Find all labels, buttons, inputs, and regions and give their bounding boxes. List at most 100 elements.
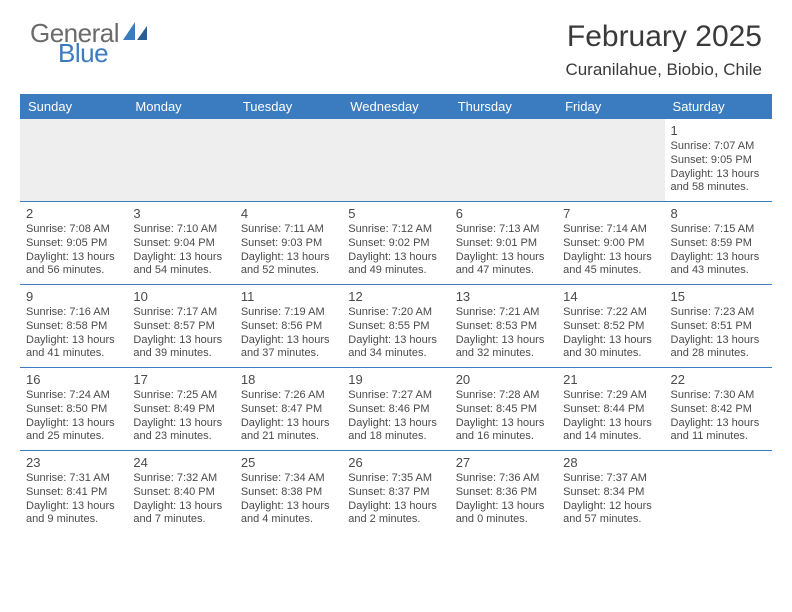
sunset-text: Sunset: 8:42 PM (671, 403, 766, 417)
daylight-text: and 34 minutes. (348, 347, 443, 361)
sunrise-text: Sunrise: 7:31 AM (26, 472, 121, 486)
sunset-text: Sunset: 8:37 PM (348, 486, 443, 500)
day-number: 28 (563, 455, 658, 470)
sunrise-text: Sunrise: 7:37 AM (563, 472, 658, 486)
daylight-text: Daylight: 13 hours (563, 334, 658, 348)
daylight-text: Daylight: 13 hours (241, 334, 336, 348)
daylight-text: and 43 minutes. (671, 264, 766, 278)
day-number: 6 (456, 206, 551, 221)
calendar-cell: 1Sunrise: 7:07 AMSunset: 9:05 PMDaylight… (665, 119, 772, 202)
daylight-text: Daylight: 13 hours (563, 251, 658, 265)
week-row: 23Sunrise: 7:31 AMSunset: 8:41 PMDayligh… (20, 451, 772, 534)
calendar-cell: 25Sunrise: 7:34 AMSunset: 8:38 PMDayligh… (235, 451, 342, 534)
day-header: Sunday (20, 94, 127, 119)
sunset-text: Sunset: 8:50 PM (26, 403, 121, 417)
daylight-text: and 14 minutes. (563, 430, 658, 444)
sunset-text: Sunset: 8:47 PM (241, 403, 336, 417)
daylight-text: and 37 minutes. (241, 347, 336, 361)
sunrise-text: Sunrise: 7:11 AM (241, 223, 336, 237)
daylight-text: and 18 minutes. (348, 430, 443, 444)
calendar-cell: 23Sunrise: 7:31 AMSunset: 8:41 PMDayligh… (20, 451, 127, 534)
daylight-text: Daylight: 13 hours (671, 168, 766, 182)
daylight-text: and 30 minutes. (563, 347, 658, 361)
calendar-cell (20, 119, 127, 202)
sunset-text: Sunset: 9:03 PM (241, 237, 336, 251)
sunrise-text: Sunrise: 7:20 AM (348, 306, 443, 320)
daylight-text: Daylight: 13 hours (241, 251, 336, 265)
sunrise-text: Sunrise: 7:16 AM (26, 306, 121, 320)
day-number: 1 (671, 123, 766, 138)
sunrise-text: Sunrise: 7:29 AM (563, 389, 658, 403)
sunrise-text: Sunrise: 7:07 AM (671, 140, 766, 154)
calendar-cell: 15Sunrise: 7:23 AMSunset: 8:51 PMDayligh… (665, 285, 772, 368)
calendar-cell: 27Sunrise: 7:36 AMSunset: 8:36 PMDayligh… (450, 451, 557, 534)
day-number: 18 (241, 372, 336, 387)
day-number: 5 (348, 206, 443, 221)
day-number: 16 (26, 372, 121, 387)
day-header: Saturday (665, 94, 772, 119)
sunset-text: Sunset: 8:52 PM (563, 320, 658, 334)
day-number: 27 (456, 455, 551, 470)
daylight-text: Daylight: 13 hours (456, 417, 551, 431)
week-row: 1Sunrise: 7:07 AMSunset: 9:05 PMDaylight… (20, 119, 772, 202)
header: General Blue February 2025 Curanilahue, … (0, 0, 792, 86)
sunset-text: Sunset: 8:55 PM (348, 320, 443, 334)
sunset-text: Sunset: 9:02 PM (348, 237, 443, 251)
daylight-text: Daylight: 13 hours (26, 251, 121, 265)
day-header: Friday (557, 94, 664, 119)
daylight-text: Daylight: 13 hours (133, 251, 228, 265)
calendar-cell (235, 119, 342, 202)
daylight-text: Daylight: 13 hours (671, 334, 766, 348)
sunrise-text: Sunrise: 7:26 AM (241, 389, 336, 403)
calendar-cell: 9Sunrise: 7:16 AMSunset: 8:58 PMDaylight… (20, 285, 127, 368)
daylight-text: and 45 minutes. (563, 264, 658, 278)
daylight-text: and 16 minutes. (456, 430, 551, 444)
daylight-text: and 0 minutes. (456, 513, 551, 527)
day-number: 7 (563, 206, 658, 221)
location: Curanilahue, Biobio, Chile (565, 60, 762, 80)
daylight-text: and 49 minutes. (348, 264, 443, 278)
daylight-text: Daylight: 13 hours (348, 251, 443, 265)
calendar-cell: 13Sunrise: 7:21 AMSunset: 8:53 PMDayligh… (450, 285, 557, 368)
sunset-text: Sunset: 8:53 PM (456, 320, 551, 334)
sunset-text: Sunset: 8:57 PM (133, 320, 228, 334)
calendar-cell: 10Sunrise: 7:17 AMSunset: 8:57 PMDayligh… (127, 285, 234, 368)
day-header: Monday (127, 94, 234, 119)
sunrise-text: Sunrise: 7:23 AM (671, 306, 766, 320)
sunset-text: Sunset: 8:45 PM (456, 403, 551, 417)
sunset-text: Sunset: 9:01 PM (456, 237, 551, 251)
day-number: 8 (671, 206, 766, 221)
sunrise-text: Sunrise: 7:13 AM (456, 223, 551, 237)
sunset-text: Sunset: 8:59 PM (671, 237, 766, 251)
calendar-cell: 28Sunrise: 7:37 AMSunset: 8:34 PMDayligh… (557, 451, 664, 534)
daylight-text: Daylight: 13 hours (671, 251, 766, 265)
sunset-text: Sunset: 8:51 PM (671, 320, 766, 334)
calendar-cell: 18Sunrise: 7:26 AMSunset: 8:47 PMDayligh… (235, 368, 342, 451)
sunrise-text: Sunrise: 7:17 AM (133, 306, 228, 320)
calendar-cell: 7Sunrise: 7:14 AMSunset: 9:00 PMDaylight… (557, 202, 664, 285)
calendar-cell: 22Sunrise: 7:30 AMSunset: 8:42 PMDayligh… (665, 368, 772, 451)
daylight-text: and 56 minutes. (26, 264, 121, 278)
sunset-text: Sunset: 8:44 PM (563, 403, 658, 417)
daylight-text: and 9 minutes. (26, 513, 121, 527)
daylight-text: and 41 minutes. (26, 347, 121, 361)
sunrise-text: Sunrise: 7:28 AM (456, 389, 551, 403)
calendar-cell: 17Sunrise: 7:25 AMSunset: 8:49 PMDayligh… (127, 368, 234, 451)
day-number: 9 (26, 289, 121, 304)
day-number: 4 (241, 206, 336, 221)
sunset-text: Sunset: 9:05 PM (26, 237, 121, 251)
calendar-cell (557, 119, 664, 202)
daylight-text: Daylight: 13 hours (348, 417, 443, 431)
daylight-text: and 25 minutes. (26, 430, 121, 444)
daylight-text: and 2 minutes. (348, 513, 443, 527)
sunrise-text: Sunrise: 7:08 AM (26, 223, 121, 237)
daylight-text: Daylight: 13 hours (26, 417, 121, 431)
sunrise-text: Sunrise: 7:35 AM (348, 472, 443, 486)
week-row: 16Sunrise: 7:24 AMSunset: 8:50 PMDayligh… (20, 368, 772, 451)
sunrise-text: Sunrise: 7:24 AM (26, 389, 121, 403)
sunset-text: Sunset: 9:00 PM (563, 237, 658, 251)
calendar-cell (342, 119, 449, 202)
calendar-cell (665, 451, 772, 534)
daylight-text: and 58 minutes. (671, 181, 766, 195)
sunrise-text: Sunrise: 7:34 AM (241, 472, 336, 486)
